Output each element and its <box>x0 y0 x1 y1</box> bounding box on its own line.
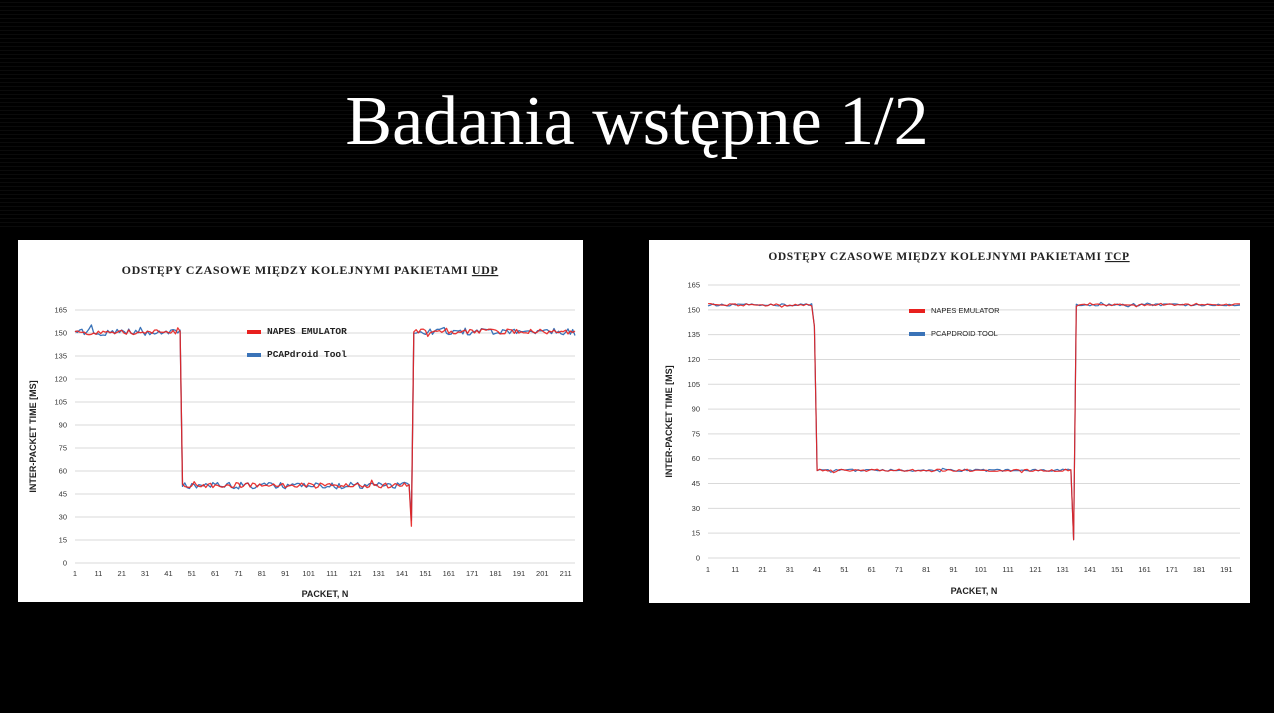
udp-chart-panel: ODSTĘPY CZASOWE MIĘDZY KOLEJNYMI PAKIETA… <box>18 240 583 602</box>
x-tick-label: 121 <box>1029 565 1042 574</box>
y-tick-label: 120 <box>687 355 700 364</box>
x-tick-label: 91 <box>281 569 289 578</box>
udp-chart: ODSTĘPY CZASOWE MIĘDZY KOLEJNYMI PAKIETA… <box>18 240 583 602</box>
y-axis-label: INTER-PACKET TIME [MS] <box>28 380 38 492</box>
legend-swatch <box>247 353 261 357</box>
legend-label: PCAPdroid Tool <box>267 349 347 360</box>
y-tick-label: 0 <box>696 554 700 563</box>
x-axis-label: PACKET, N <box>302 589 349 599</box>
x-tick-label: 101 <box>302 569 315 578</box>
x-tick-label: 81 <box>922 565 930 574</box>
y-tick-label: 45 <box>692 479 700 488</box>
y-tick-label: 120 <box>54 375 67 384</box>
x-tick-label: 61 <box>211 569 219 578</box>
y-tick-label: 45 <box>59 490 67 499</box>
x-tick-label: 1 <box>706 565 710 574</box>
chart-title-protocol: UDP <box>472 263 498 277</box>
y-tick-label: 165 <box>687 281 700 290</box>
x-tick-label: 151 <box>419 569 432 578</box>
x-tick-label: 191 <box>513 569 526 578</box>
legend-swatch <box>909 332 925 336</box>
x-tick-label: 131 <box>372 569 385 578</box>
x-tick-label: 111 <box>326 569 337 578</box>
x-tick-label: 181 <box>1193 565 1206 574</box>
legend-swatch <box>909 309 925 313</box>
x-tick-label: 201 <box>536 569 549 578</box>
x-tick-label: 61 <box>868 565 876 574</box>
x-tick-label: 21 <box>118 569 126 578</box>
y-tick-label: 30 <box>59 513 67 522</box>
x-tick-label: 31 <box>141 569 149 578</box>
series-line-pcapdroid-tool <box>708 302 1240 539</box>
chart-title-main: ODSTĘPY CZASOWE MIĘDZY KOLEJNYMI PAKIETA… <box>768 251 1104 263</box>
x-tick-label: 51 <box>188 569 196 578</box>
legend-swatch <box>247 330 261 334</box>
x-tick-label: 191 <box>1220 565 1233 574</box>
x-tick-label: 41 <box>164 569 172 578</box>
x-tick-label: 171 <box>1166 565 1179 574</box>
x-tick-label: 71 <box>234 569 242 578</box>
x-tick-label: 11 <box>731 565 739 574</box>
series-line-napes-emulator <box>708 303 1240 540</box>
x-tick-label: 11 <box>94 569 102 578</box>
y-tick-label: 30 <box>692 504 700 513</box>
y-tick-label: 60 <box>692 454 700 463</box>
y-tick-label: 0 <box>63 559 67 568</box>
legend-label: NAPES EMULATOR <box>931 306 1000 315</box>
y-tick-label: 75 <box>692 429 700 438</box>
x-tick-label: 131 <box>1056 565 1069 574</box>
x-tick-label: 141 <box>396 569 409 578</box>
x-tick-label: 21 <box>758 565 766 574</box>
x-tick-label: 31 <box>786 565 794 574</box>
x-tick-label: 171 <box>466 569 479 578</box>
chart-title: ODSTĘPY CZASOWE MIĘDZY KOLEJNYMI PAKIETA… <box>122 263 499 277</box>
x-tick-label: 181 <box>489 569 502 578</box>
legend-label: PCAPDROID TOOL <box>931 329 998 338</box>
y-tick-label: 15 <box>59 536 67 545</box>
chart-title-main: ODSTĘPY CZASOWE MIĘDZY KOLEJNYMI PAKIETA… <box>122 263 472 277</box>
y-tick-label: 15 <box>692 529 700 538</box>
x-tick-label: 81 <box>258 569 266 578</box>
y-tick-label: 150 <box>54 329 67 338</box>
y-tick-label: 60 <box>59 467 67 476</box>
y-axis-label: INTER-PACKET TIME [MS] <box>664 365 674 477</box>
chart-title: ODSTĘPY CZASOWE MIĘDZY KOLEJNYMI PAKIETA… <box>768 251 1129 263</box>
x-tick-label: 71 <box>895 565 903 574</box>
x-tick-label: 51 <box>840 565 848 574</box>
x-tick-label: 151 <box>1111 565 1124 574</box>
y-tick-label: 165 <box>54 306 67 315</box>
tcp-chart-panel: ODSTĘPY CZASOWE MIĘDZY KOLEJNYMI PAKIETA… <box>649 240 1250 603</box>
y-tick-label: 75 <box>59 444 67 453</box>
x-tick-label: 1 <box>73 569 77 578</box>
y-tick-label: 90 <box>692 405 700 414</box>
y-tick-label: 150 <box>687 305 700 314</box>
x-tick-label: 211 <box>560 569 572 578</box>
y-tick-label: 105 <box>54 398 67 407</box>
x-tick-label: 141 <box>1084 565 1097 574</box>
slide-title: Badania wstępne 1/2 <box>0 82 1274 162</box>
y-tick-label: 105 <box>687 380 700 389</box>
x-tick-label: 161 <box>1138 565 1151 574</box>
y-tick-label: 135 <box>687 330 700 339</box>
x-tick-label: 121 <box>349 569 362 578</box>
x-tick-label: 111 <box>1002 565 1013 574</box>
y-tick-label: 90 <box>59 421 67 430</box>
x-tick-label: 41 <box>813 565 821 574</box>
x-tick-label: 91 <box>949 565 957 574</box>
x-axis-label: PACKET, N <box>951 586 998 596</box>
tcp-chart: ODSTĘPY CZASOWE MIĘDZY KOLEJNYMI PAKIETA… <box>649 240 1250 603</box>
x-tick-label: 101 <box>975 565 988 574</box>
y-tick-label: 135 <box>54 352 67 361</box>
legend-label: NAPES EMULATOR <box>267 326 347 337</box>
chart-title-protocol: TCP <box>1105 251 1130 263</box>
x-tick-label: 161 <box>443 569 456 578</box>
